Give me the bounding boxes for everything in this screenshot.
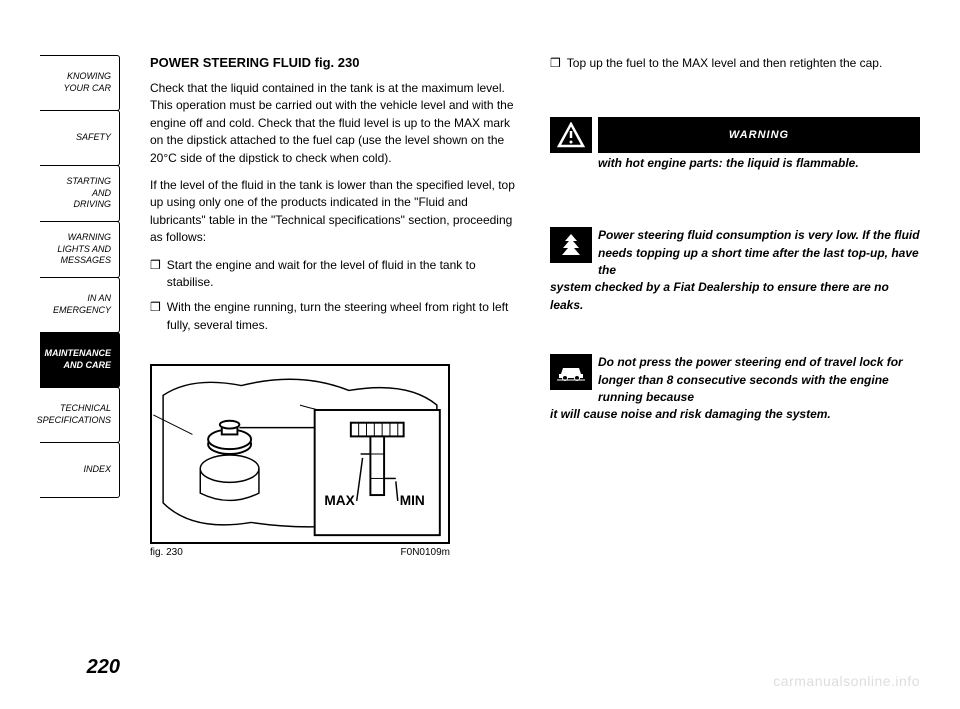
warning-box: WARNING Prevent power steering fluid fro… <box>550 117 920 172</box>
eco-note-box: Power steering fluid consumption is very… <box>550 227 920 314</box>
tab-label: WARNINGLIGHTS ANDMESSAGES <box>57 232 111 267</box>
bullet-item: ❒ With the engine running, turn the stee… <box>150 299 520 334</box>
paragraph: If the level of the fluid in the tank is… <box>150 177 520 247</box>
right-column: ❒ Top up the fuel to the MAX level and t… <box>550 55 920 689</box>
eco-note-text-end: system checked by a Fiat Dealership to e… <box>550 279 920 314</box>
page-number: 220 <box>40 656 120 679</box>
figure-code: F0N0109m <box>401 547 450 558</box>
tab-label: KNOWINGYOUR CAR <box>63 71 111 94</box>
tab-knowing-your-car[interactable]: KNOWINGYOUR CAR <box>40 55 120 111</box>
tab-label: IN ANEMERGENCY <box>53 293 111 316</box>
section-heading: POWER STEERING FLUID fig. 230 <box>150 55 520 70</box>
bullet-text: Start the engine and wait for the level … <box>167 257 520 292</box>
bullet-marker: ❒ <box>150 299 161 316</box>
bullet-text: With the engine running, turn the steeri… <box>167 299 520 334</box>
car-note-text-start: Do not press the power steering end of t… <box>598 354 920 406</box>
tab-emergency[interactable]: IN ANEMERGENCY <box>40 277 120 333</box>
tab-technical-specs[interactable]: TECHNICALSPECIFICATIONS <box>40 387 120 443</box>
tab-label: MAINTENANCEAND CARE <box>45 348 112 371</box>
page-content: POWER STEERING FLUID fig. 230 Check that… <box>120 0 960 709</box>
eco-note-text-start: Power steering fluid consumption is very… <box>598 227 920 279</box>
sidebar-tabs: KNOWINGYOUR CAR SAFETY STARTINGANDDRIVIN… <box>0 0 120 709</box>
tab-label: INDEX <box>83 464 111 476</box>
tab-label: TECHNICALSPECIFICATIONS <box>37 403 111 426</box>
tree-icon <box>550 227 592 263</box>
car-icon <box>550 354 592 390</box>
car-note-text-end: it will cause noise and risk damaging th… <box>550 406 920 423</box>
warning-text: Prevent power steering fluid from coming… <box>550 137 920 172</box>
bullet-item: ❒ Start the engine and wait for the leve… <box>150 257 520 292</box>
watermark: carmanualsonline.info <box>773 673 920 689</box>
figure-image: MAX MIN <box>150 364 450 544</box>
left-column: POWER STEERING FLUID fig. 230 Check that… <box>150 55 520 689</box>
bullet-item: ❒ Top up the fuel to the MAX level and t… <box>550 55 920 72</box>
figure-number: fig. 230 <box>150 547 183 558</box>
car-note-box: Do not press the power steering end of t… <box>550 354 920 424</box>
bullet-marker: ❒ <box>150 257 161 274</box>
bullet-text: Top up the fuel to the MAX level and the… <box>567 55 920 72</box>
tab-label: SAFETY <box>76 132 111 144</box>
tab-warning-lights[interactable]: WARNINGLIGHTS ANDMESSAGES <box>40 221 120 278</box>
bullet-marker: ❒ <box>550 55 561 72</box>
tab-safety[interactable]: SAFETY <box>40 110 120 166</box>
tab-maintenance-care[interactable]: MAINTENANCEAND CARE <box>40 332 120 388</box>
max-label: MAX <box>324 493 354 508</box>
warning-triangle-icon <box>550 117 592 153</box>
figure-230: MAX MIN fig. 230 F0N0109m <box>150 364 450 558</box>
tab-starting-driving[interactable]: STARTINGANDDRIVING <box>40 165 120 222</box>
paragraph: Check that the liquid contained in the t… <box>150 80 520 167</box>
min-label: MIN <box>400 493 425 508</box>
tab-index[interactable]: INDEX <box>40 442 120 498</box>
tab-label: STARTINGANDDRIVING <box>66 176 111 211</box>
